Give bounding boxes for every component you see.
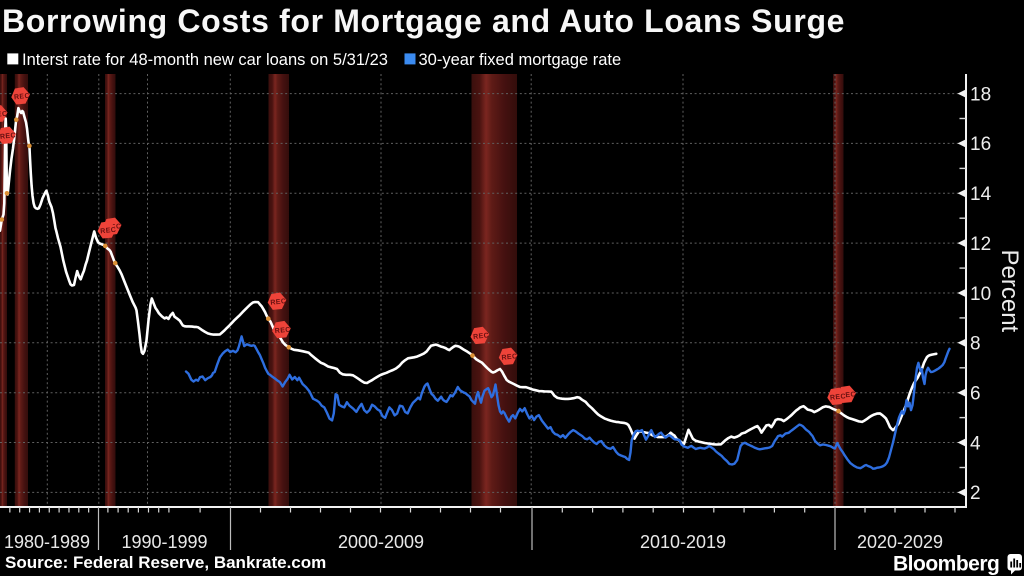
svg-text:REC: REC [270, 298, 287, 307]
svg-text:2010-2019: 2010-2019 [640, 532, 726, 552]
svg-text:2020-2029: 2020-2029 [857, 532, 943, 552]
svg-text:Bloomberg: Bloomberg [893, 553, 999, 576]
svg-text:14: 14 [970, 184, 992, 205]
svg-text:18: 18 [970, 84, 991, 105]
svg-text:12: 12 [970, 234, 991, 255]
svg-text:REC: REC [100, 227, 117, 236]
svg-text:1980-1989: 1980-1989 [4, 532, 90, 552]
svg-text:16: 16 [970, 134, 991, 155]
svg-text:REC: REC [0, 132, 16, 141]
svg-text:Source: Federal Reserve, Bankr: Source: Federal Reserve, Bankrate.com [5, 553, 326, 572]
svg-text:6: 6 [970, 384, 981, 405]
svg-text:2000-2009: 2000-2009 [338, 532, 424, 552]
svg-text:REC: REC [473, 332, 490, 341]
svg-text:REC: REC [274, 327, 291, 336]
svg-text:REC: REC [840, 391, 857, 400]
svg-text:Borrowing Costs for Mortgage a: Borrowing Costs for Mortgage and Auto Lo… [2, 3, 845, 39]
svg-text:1990-1999: 1990-1999 [121, 532, 207, 552]
svg-text:30-year fixed mortgage rate: 30-year fixed mortgage rate [419, 51, 622, 69]
svg-text:REC: REC [501, 353, 518, 362]
svg-text:Interst rate for 48-month new: Interst rate for 48-month new car loans … [22, 51, 388, 69]
svg-text:8: 8 [970, 334, 981, 355]
svg-text:4: 4 [970, 433, 981, 454]
svg-text:REC: REC [14, 93, 31, 102]
svg-text:10: 10 [970, 284, 991, 305]
svg-text:REC: REC [0, 111, 8, 120]
svg-text:2: 2 [970, 483, 981, 504]
svg-text:REC: REC [830, 393, 847, 402]
svg-text:Percent: Percent [996, 250, 1023, 333]
